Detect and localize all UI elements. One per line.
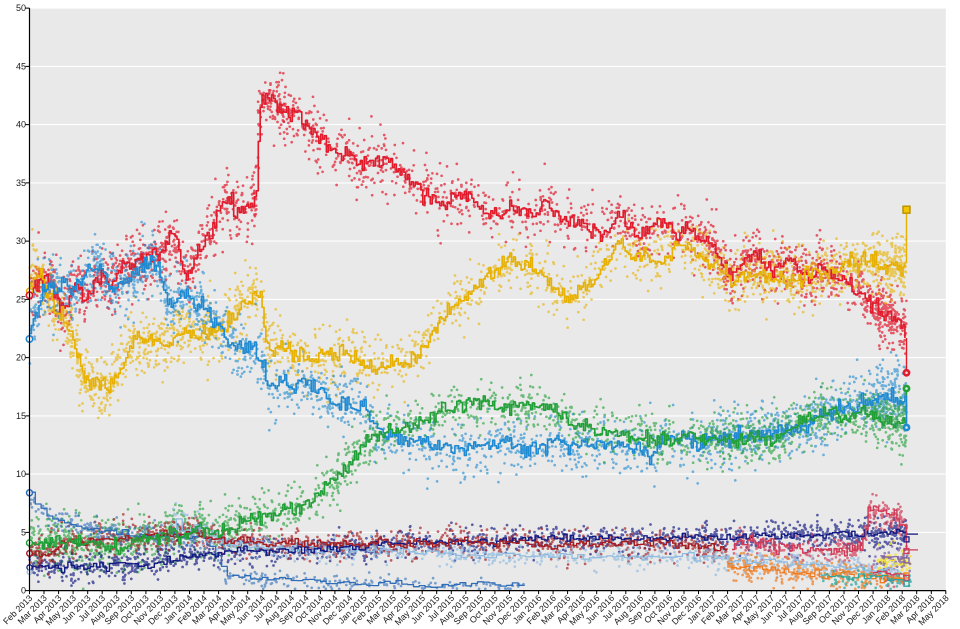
svg-text:40: 40 xyxy=(16,120,26,130)
svg-text:15: 15 xyxy=(16,411,26,421)
svg-text:20: 20 xyxy=(16,353,26,363)
svg-text:10: 10 xyxy=(16,469,26,479)
svg-text:5: 5 xyxy=(21,527,26,537)
svg-text:45: 45 xyxy=(16,61,26,71)
svg-text:25: 25 xyxy=(16,294,26,304)
svg-text:50: 50 xyxy=(16,3,26,13)
svg-text:30: 30 xyxy=(16,236,26,246)
svg-text:0: 0 xyxy=(21,586,26,596)
svg-text:35: 35 xyxy=(16,178,26,188)
